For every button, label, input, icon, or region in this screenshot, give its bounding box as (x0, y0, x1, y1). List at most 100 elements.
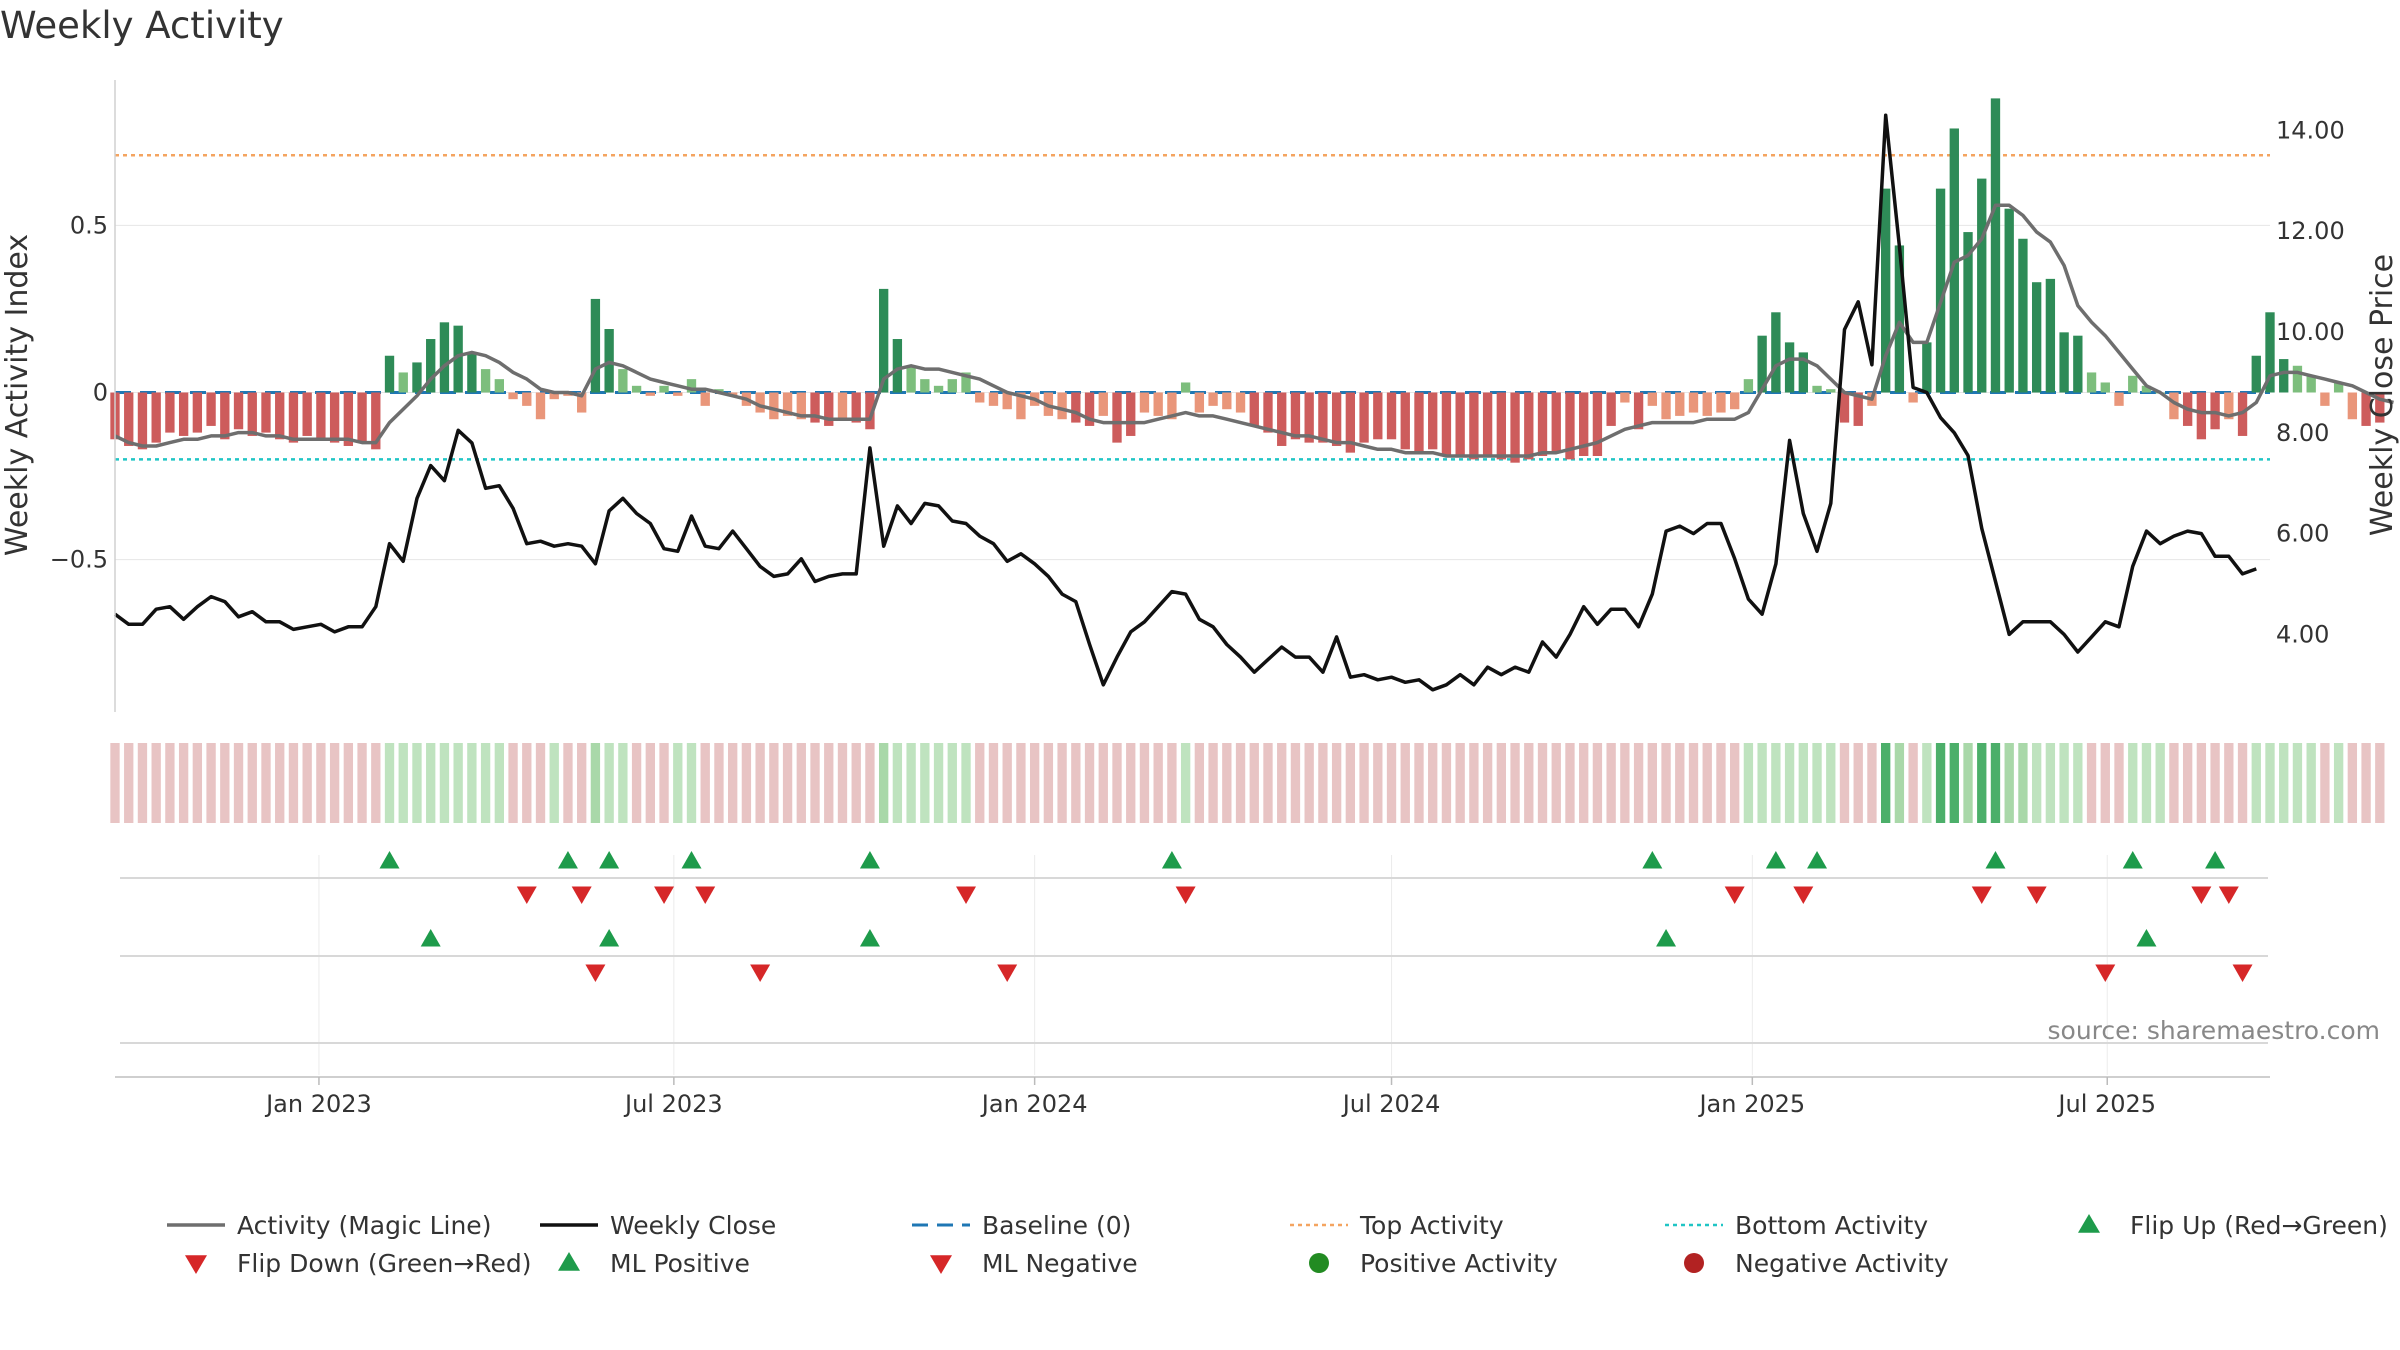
heat-strip-cell (1139, 743, 1150, 823)
heat-strip-cell (1112, 743, 1122, 823)
heat-strip-cell (837, 743, 848, 823)
heat-strip-cell (1084, 743, 1095, 823)
activity-bar (1263, 392, 1273, 433)
activity-bar (1510, 392, 1520, 463)
y2-axis-title: Weekly Close Price (2365, 254, 2400, 536)
activity-bar (1277, 392, 1287, 446)
heat-strip-cell (2196, 743, 2207, 823)
heat-strip-cell (673, 743, 683, 823)
flip-up-marker (599, 851, 620, 869)
flip-up-marker (2205, 851, 2226, 869)
activity-bar (2265, 312, 2275, 393)
heat-strip-cell (1565, 743, 1575, 823)
activity-bar (865, 392, 875, 430)
weekly-close-series (113, 113, 2257, 692)
heat-strip-cell (2100, 743, 2110, 823)
axes: 0.5 0 −0.5 14.00 12.00 10.00 8.00 6.00 4.00 Jan 2… (50, 80, 2345, 1118)
heat-strip-cell (659, 743, 669, 823)
magic-line-series (114, 203, 2394, 458)
activity-bar (975, 392, 985, 403)
legend-label: Flip Down (Green→Red) (237, 1249, 532, 1278)
activity-bar (1469, 392, 1479, 460)
activity-bar (261, 392, 271, 433)
flip-up-marker (1985, 851, 2006, 869)
heat-strip-cell (192, 743, 203, 823)
activity-bar (357, 392, 367, 443)
activity-bar (2320, 392, 2330, 406)
heat-strip-cell (796, 743, 806, 823)
heat-strip-cell (1441, 743, 1452, 823)
flip-down-marker (2026, 886, 2047, 904)
activity-bar (1771, 312, 1781, 393)
y2-tick-label: 14.00 (2276, 116, 2345, 144)
heat-strip-cell (1222, 743, 1232, 823)
heat-strip-cell (1071, 743, 1081, 823)
activity-bar (1922, 342, 1932, 393)
flip-markers (379, 851, 2253, 982)
heat-strip-cell (810, 743, 820, 823)
heat-strip-cell (1620, 743, 1630, 823)
activity-bar (1441, 392, 1452, 456)
activity-bar (1963, 232, 1973, 393)
flip-up-marker (557, 851, 578, 869)
activity-bar (549, 392, 559, 400)
activity-bar (1730, 392, 1740, 410)
heat-strip-cell (2375, 743, 2385, 823)
legend-label: Flip Up (Red→Green) (2130, 1211, 2388, 1240)
activity-bar (2018, 238, 2028, 393)
activity-bar (1798, 352, 1808, 393)
activity-bar (1743, 379, 1754, 393)
heat-strip-cell (2265, 743, 2275, 823)
legend-item: ML Positive (558, 1249, 750, 1278)
legend-label: Bottom Activity (1735, 1211, 1928, 1240)
heat-strip-cell (1537, 743, 1548, 823)
activity-bar (1428, 392, 1438, 450)
heat-strip-cell (686, 743, 697, 823)
activity-bar (124, 392, 134, 446)
heat-strip-cell (165, 743, 175, 823)
activity-bar (673, 392, 683, 396)
activity-bar (1496, 392, 1507, 460)
activity-bar (755, 392, 765, 413)
heat-strip-cell (1098, 743, 1108, 823)
activity-bar (1757, 335, 1767, 393)
activity-bar (192, 392, 203, 433)
heat-strip-cell (357, 743, 367, 823)
legend-item: Bottom Activity (1665, 1211, 1928, 1240)
heat-strip-cell (508, 743, 518, 823)
activity-bar (1222, 392, 1232, 410)
activity-bar (2073, 335, 2083, 393)
activity-bar (1400, 392, 1410, 450)
heat-strip-cell (2169, 743, 2179, 823)
heat-strip-cell (1853, 743, 1863, 823)
heat-strip-cell (1592, 743, 1603, 823)
chart-title: Weekly Activity (0, 4, 284, 47)
activity-bar (220, 392, 230, 440)
activity-bar (2128, 375, 2138, 393)
activity-bar (810, 392, 820, 423)
activity-bar (384, 355, 395, 393)
activity-bar (1853, 392, 1863, 426)
heat-strip-cell (275, 743, 285, 823)
heat-strip-cell (1235, 743, 1246, 823)
activity-bar (535, 392, 546, 420)
activity-bar (1386, 392, 1397, 440)
activity-bar (1153, 392, 1163, 416)
x-tick-label: Jul 2023 (623, 1090, 723, 1118)
heat-strip-cell (2361, 743, 2371, 823)
activity-bar (590, 298, 601, 393)
heat-strip-cell (426, 743, 436, 823)
heat-strip-cell (2086, 743, 2097, 823)
flip-up-marker (1765, 851, 1786, 869)
heat-strip-cell (1579, 743, 1589, 823)
flip-down-marker (1793, 886, 1814, 904)
heat-strip-cell (2045, 743, 2056, 823)
heat-strip-cell (563, 743, 573, 823)
gridlines (115, 224, 2270, 1075)
activity-bar (837, 392, 848, 420)
heat-strip-cell (261, 743, 271, 823)
heat-strip-cell (1839, 743, 1850, 823)
heat-strip-cell (1784, 743, 1795, 823)
activity-bar (412, 362, 422, 393)
